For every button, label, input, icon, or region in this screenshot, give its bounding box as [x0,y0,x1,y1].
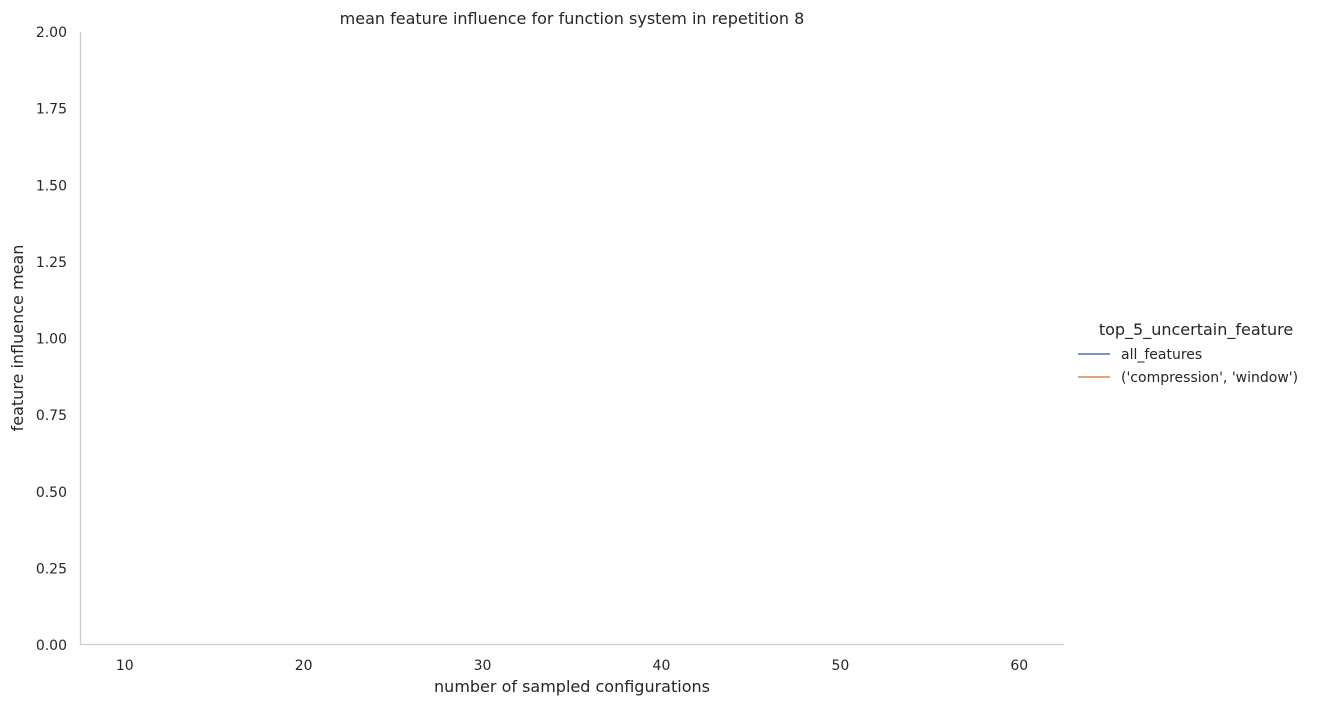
chart-title: mean feature influence for function syst… [340,9,805,28]
legend: top_5_uncertain_feature all_features ('co… [1078,320,1298,386]
x-tick-label: 20 [295,658,313,674]
y-tick-label: 1.75 [36,102,67,118]
legend-items: all_features ('compression', 'window') [1078,347,1298,386]
y-tick-labels: 0.00 0.25 0.50 0.75 1.00 1.25 1.50 1.75 2.00 [36,25,67,654]
y-tick-label: 1.25 [36,255,67,271]
x-tick-labels: 10 20 30 40 50 60 [116,658,1028,674]
plot-area: 0.00 0.25 0.50 0.75 1.00 1.25 1.50 1.75 2.00 10 2… [36,25,1064,674]
x-tick-label: 40 [653,658,671,674]
y-tick-label: 2.00 [36,25,67,41]
x-tick-label: 10 [116,658,134,674]
y-tick-label: 0.50 [36,485,67,501]
y-axis-title: feature influence mean [8,245,27,432]
x-tick-label: 60 [1010,658,1028,674]
x-tick-label: 50 [831,658,849,674]
y-tick-label: 0.00 [36,638,67,654]
y-tick-label: 0.75 [36,408,67,424]
legend-label: ('compression', 'window') [1121,370,1298,386]
x-tick-label: 30 [474,658,492,674]
legend-title: top_5_uncertain_feature [1099,320,1293,340]
y-tick-label: 1.00 [36,332,67,348]
y-tick-label: 1.50 [36,178,67,194]
x-axis-title: number of sampled configurations [434,677,710,696]
y-tick-label: 0.25 [36,561,67,577]
legend-label: all_features [1121,347,1202,363]
